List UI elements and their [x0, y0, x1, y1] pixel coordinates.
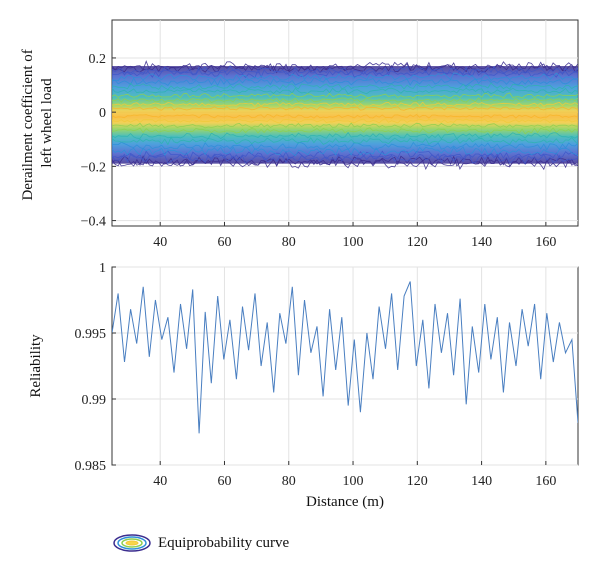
equiprobability-contour: [112, 77, 578, 87]
equiprobability-contour: [112, 141, 578, 151]
top-y-ticks: −0.4 −0.2 0 0.2: [81, 52, 116, 230]
equiprobability-contour: [112, 63, 578, 74]
legend-label: Equiprobability curve: [158, 534, 290, 551]
bottom-y-tick-label: 0.995: [75, 327, 107, 342]
equiprobability-contour: [112, 72, 578, 82]
equiprobability-contour: [112, 127, 578, 135]
bottom-x-tick-label: 40: [153, 474, 167, 489]
equiprobability-contour: [112, 131, 578, 140]
equiprobability-legend-icon: [113, 534, 151, 552]
top-x-tick-label: 60: [217, 235, 231, 250]
top-x-ticks: 40 60 80 100 120 140 160: [153, 222, 556, 250]
equiprobability-contour: [112, 118, 578, 124]
equiprobability-contour: [112, 87, 578, 95]
top-y-tick-label: −0.4: [81, 215, 106, 230]
equiprobability-contour: [112, 65, 578, 77]
top-x-tick-label: 100: [343, 235, 364, 250]
top-x-tick-label: 140: [471, 235, 492, 250]
reliability-series: [112, 281, 578, 434]
bottom-x-tick-label: 60: [217, 474, 231, 489]
equiprobability-contour: [112, 106, 578, 111]
top-x-tick-label: 40: [153, 235, 167, 250]
equiprobability-contour: [112, 122, 578, 129]
bottom-grid: [112, 266, 578, 466]
top-chart: 40 60 80 100 120 140 160 −0.4 −0.2 0 0.2 Derailme…: [20, 19, 579, 250]
equiprobability-contour: [112, 101, 578, 107]
reliability-line: [112, 281, 578, 434]
bottom-x-tick-label: 100: [343, 474, 364, 489]
bottom-x-tick-label: 120: [407, 474, 428, 489]
figure: 40 60 80 100 120 140 160 −0.4−0.200.2 Derailme…: [20, 19, 579, 510]
top-y-axis-label-line-2: left wheel load: [39, 78, 55, 168]
bottom-chart: 40 60 80 100 120 140 160 0.985 0.99 0.995 1 Relia…: [28, 261, 579, 510]
top-x-tick-label: 160: [535, 235, 556, 250]
bottom-y-tick-label: 1: [99, 261, 106, 276]
top-y-tick-label: 0.2: [89, 52, 107, 67]
bottom-x-tick-label: 80: [282, 474, 296, 489]
top-y-tick-label: 0: [99, 106, 106, 121]
equiprobability-contour: [112, 92, 578, 99]
bottom-y-ticks: 0.985 0.99 0.995 1: [75, 261, 116, 474]
equiprobability-contour: [112, 146, 578, 157]
top-y-tick-label: −0.2: [81, 160, 106, 175]
top-y-axis-label: Derailment coefficient of left wheel loa…: [20, 45, 55, 200]
equiprobability-contour: [112, 136, 578, 146]
equiprobability-contour: [112, 113, 578, 119]
top-x-tick-label: 120: [407, 235, 428, 250]
bottom-y-axis-label: Reliability: [28, 334, 44, 398]
equiprobability-contour: [112, 155, 578, 167]
equiprobability-contour: [112, 157, 578, 171]
bottom-x-tick-label: 140: [471, 474, 492, 489]
legend: Equiprobability curve: [112, 532, 289, 554]
equiprobability-contour: [112, 97, 578, 104]
top-x-tick-label: 80: [282, 235, 296, 250]
bottom-x-tick-label: 160: [535, 474, 556, 489]
bottom-x-ticks: 40 60 80 100 120 140 160: [153, 461, 556, 489]
top-y-axis-label-line-1: Derailment coefficient of: [20, 49, 36, 200]
bottom-x-axis-label: Distance (m): [306, 494, 384, 510]
bottom-y-tick-label: 0.99: [82, 393, 107, 408]
bottom-y-tick-label: 0.985: [75, 459, 107, 474]
equiprobability-contour: [112, 68, 578, 79]
equiprobability-band: [112, 60, 578, 171]
